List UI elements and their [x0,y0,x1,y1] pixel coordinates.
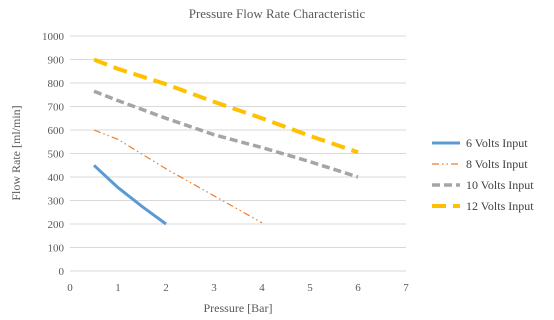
x-tick-label: 0 [67,282,73,294]
chart-title: Pressure Flow Rate Characteristic [189,6,366,21]
legend-label: 10 Volts Input [466,178,534,192]
tick-label-layer: 0 100 200 300 400 500 600 700 800 900 1000 0 1 2 3 4 5 6 7 [42,31,409,294]
legend-label: 8 Volts Input [466,157,528,171]
y-tick-label: 300 [48,196,65,208]
grid-layer [70,35,406,272]
series-line-6-volts-input [92,164,167,226]
x-tick-label: 3 [211,282,217,294]
y-tick-label: 200 [48,219,65,231]
x-tick-label: 4 [259,282,265,294]
y-tick-label: 0 [59,266,65,278]
x-tick-label: 2 [163,282,169,294]
series-line-8-volts-input [93,129,263,224]
y-tick-label: 500 [48,149,65,161]
x-tick-label: 6 [355,282,361,294]
y-axis-label: Flow Rate [ml/min] [9,105,23,200]
x-axis-label: Pressure [Bar] [204,301,273,315]
y-tick-label: 400 [48,172,65,184]
legend-label: 12 Volts Input [466,199,534,213]
legend-label: 6 Volts Input [466,136,528,150]
y-tick-label: 700 [48,102,65,114]
series-layer [92,57,359,226]
y-tick-label: 100 [48,243,65,255]
x-tick-label: 7 [403,282,409,294]
y-tick-label: 1000 [42,31,65,43]
series-line-10-volts-input [93,89,359,179]
y-tick-label: 600 [48,125,65,137]
legend: 6 Volts Input 8 Volts Input 10 Volts Input… [432,136,534,213]
series-line-12-volts-input [93,57,359,155]
x-tick-label: 5 [307,282,313,294]
y-tick-label: 800 [48,78,65,90]
y-tick-label: 900 [48,55,65,67]
x-tick-label: 1 [115,282,121,294]
